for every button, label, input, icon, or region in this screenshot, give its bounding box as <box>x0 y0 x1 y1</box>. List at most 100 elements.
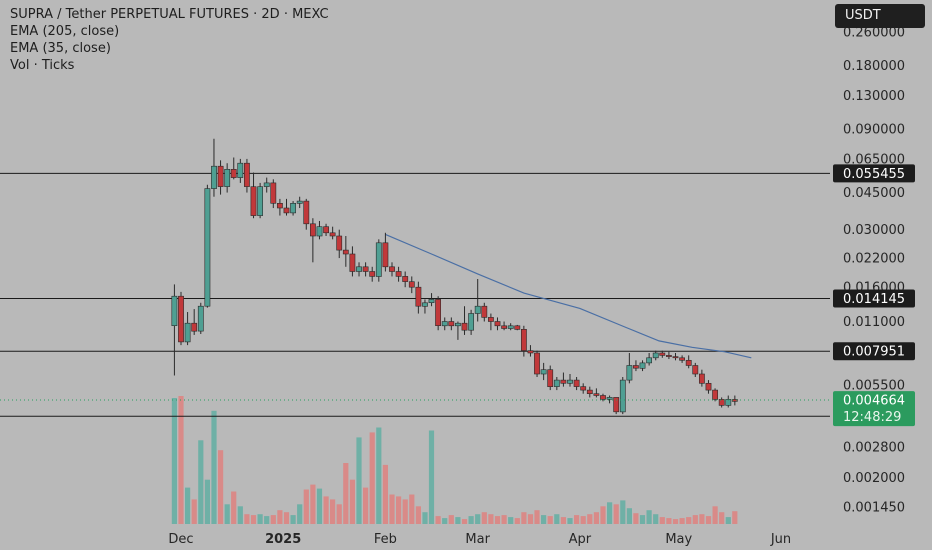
candle-57[interactable] <box>547 365 554 391</box>
candle-8[interactable] <box>224 163 231 193</box>
candle-43[interactable] <box>454 321 461 340</box>
time-tick-5: May <box>665 532 692 547</box>
candle-54[interactable] <box>527 345 534 357</box>
currency-button[interactable]: USDT <box>835 4 925 28</box>
candle-37[interactable] <box>415 281 422 314</box>
candle-75[interactable] <box>665 351 672 360</box>
candle-13[interactable] <box>257 182 263 219</box>
candle-44[interactable] <box>461 306 468 335</box>
symbol-title[interactable]: SUPRA / Tether PERPETUAL FUTURES · 2D · … <box>10 7 329 22</box>
candle-62[interactable] <box>580 383 587 394</box>
candle-66[interactable] <box>606 395 613 404</box>
candle-42[interactable] <box>448 317 455 331</box>
candle-body-36 <box>408 281 415 288</box>
candle-47[interactable] <box>481 302 488 322</box>
candle-41[interactable] <box>441 317 448 331</box>
candle-25[interactable] <box>336 229 343 259</box>
candle-39[interactable] <box>428 293 435 307</box>
candle-11[interactable] <box>244 158 250 193</box>
candle-50[interactable] <box>501 321 507 331</box>
candle-72[interactable] <box>646 352 652 366</box>
candle-70[interactable] <box>632 360 639 372</box>
candle-3[interactable] <box>191 309 198 335</box>
candle-14[interactable] <box>263 177 270 193</box>
candle-73[interactable] <box>652 350 659 361</box>
candle-15[interactable] <box>270 179 277 209</box>
candle-63[interactable] <box>586 386 593 398</box>
candle-69[interactable] <box>626 352 633 384</box>
candle-20[interactable] <box>303 198 310 230</box>
candle-21[interactable] <box>309 218 316 263</box>
candle-12[interactable] <box>250 172 257 219</box>
candle-71[interactable] <box>639 360 646 372</box>
candle-60[interactable] <box>567 373 573 387</box>
candle-26[interactable] <box>342 235 349 267</box>
candle-29[interactable] <box>362 262 369 277</box>
candle-5[interactable] <box>204 184 211 308</box>
candle-61[interactable] <box>573 376 580 391</box>
candle-48[interactable] <box>487 313 494 331</box>
candle-64[interactable] <box>593 388 600 398</box>
candle-2[interactable] <box>184 312 191 346</box>
candle-22[interactable] <box>316 220 323 240</box>
candle-10[interactable] <box>237 158 244 183</box>
candle-79[interactable] <box>692 362 699 377</box>
candle-82[interactable] <box>712 388 718 402</box>
candle-7[interactable] <box>217 160 224 195</box>
candle-83[interactable] <box>718 397 725 408</box>
candle-19[interactable] <box>296 196 303 209</box>
candle-33[interactable] <box>389 262 395 277</box>
candle-36[interactable] <box>408 276 415 294</box>
ema-35-legend[interactable]: EMA (35, close) <box>10 41 111 56</box>
candle-58[interactable] <box>553 376 560 391</box>
candle-31[interactable] <box>375 239 382 282</box>
candle-76[interactable] <box>672 352 679 361</box>
candle-49[interactable] <box>494 317 501 331</box>
candle-24[interactable] <box>329 226 336 240</box>
ema-205-legend[interactable]: EMA (205, close) <box>10 24 120 39</box>
volume-bar-67 <box>613 504 619 524</box>
candle-30[interactable] <box>369 266 376 282</box>
candle-16[interactable] <box>276 198 283 216</box>
candle-78[interactable] <box>685 355 692 369</box>
candle-80[interactable] <box>698 369 705 387</box>
candle-45[interactable] <box>468 309 474 335</box>
candle-65[interactable] <box>600 393 606 402</box>
candle-56[interactable] <box>540 362 547 381</box>
candle-77[interactable] <box>679 355 685 363</box>
price-tick-9: 0.011000 <box>843 315 905 330</box>
price-tick-4: 0.065000 <box>843 152 905 167</box>
candle-body-6 <box>211 165 217 189</box>
candle-9[interactable] <box>230 157 237 180</box>
candle-74[interactable] <box>659 350 666 358</box>
candle-53[interactable] <box>520 325 527 357</box>
volume-legend[interactable]: Vol · Ticks <box>10 58 75 73</box>
candle-6[interactable] <box>211 138 217 197</box>
candle-17[interactable] <box>283 198 290 216</box>
candle-1[interactable] <box>178 291 184 346</box>
candle-38[interactable] <box>422 299 428 314</box>
candle-0[interactable] <box>171 284 178 376</box>
candle-55[interactable] <box>534 350 540 377</box>
candle-81[interactable] <box>705 380 712 394</box>
candle-23[interactable] <box>323 223 329 236</box>
candle-35[interactable] <box>402 271 409 288</box>
candle-18[interactable] <box>290 201 296 216</box>
time-axis[interactable]: Dec 2025 Feb Mar Apr May Jun <box>168 532 791 547</box>
candle-27[interactable] <box>349 246 356 277</box>
candle-68[interactable] <box>619 376 626 415</box>
ema-205-line[interactable] <box>385 233 752 359</box>
candle-34[interactable] <box>395 266 402 282</box>
candle-59[interactable] <box>560 372 567 387</box>
candle-28[interactable] <box>356 262 362 277</box>
candle-4[interactable] <box>197 302 204 334</box>
price-axis[interactable]: 0.260000 0.180000 0.130000 0.090000 0.065000… <box>833 26 915 516</box>
candle-40[interactable] <box>435 296 441 331</box>
candle-46[interactable] <box>474 279 481 322</box>
candle-32[interactable] <box>382 232 389 272</box>
candle-52[interactable] <box>514 324 521 331</box>
candle-84[interactable] <box>725 395 732 408</box>
candle-51[interactable] <box>507 323 514 331</box>
